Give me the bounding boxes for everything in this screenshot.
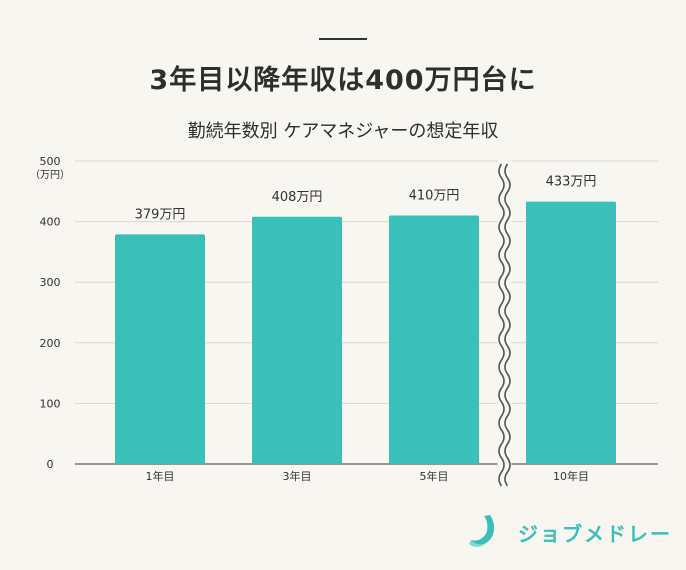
y-tick-label: 300 bbox=[40, 276, 61, 289]
y-tick-label: 100 bbox=[40, 397, 61, 410]
brand-logo: ジョブメドレー bbox=[466, 511, 672, 553]
bar bbox=[526, 201, 616, 465]
y-tick-label: 200 bbox=[40, 337, 61, 350]
x-category-label: 3年目 bbox=[283, 469, 312, 483]
title-rule bbox=[319, 38, 367, 40]
y-tick-label: 0 bbox=[47, 458, 54, 471]
bar-value-label: 408万円 bbox=[272, 190, 323, 205]
bar bbox=[115, 234, 205, 464]
bar-value-label: 433万円 bbox=[546, 175, 597, 190]
logo-text: ジョブメドレー bbox=[518, 521, 672, 546]
bar-value-label: 379万円 bbox=[135, 207, 186, 222]
x-category-label: 10年目 bbox=[553, 469, 589, 483]
bar-chart: 0 100 200 300 400 500（万円） 379万円 1年目 408万円 3年目 410万… bbox=[30, 155, 658, 488]
x-category-label: 5年目 bbox=[420, 469, 449, 483]
bar bbox=[252, 216, 342, 464]
axis-break-line bbox=[498, 163, 505, 487]
y-tick-label: 500 bbox=[40, 155, 61, 168]
bar bbox=[389, 215, 479, 464]
bar-value-label: 410万円 bbox=[409, 189, 460, 204]
jobmedley-logo-icon bbox=[469, 515, 495, 547]
y-unit-label: （万円） bbox=[30, 169, 70, 181]
chart-subtitle: 勤続年数別 ケアマネジャーの想定年収 bbox=[187, 121, 499, 142]
x-category-label: 1年目 bbox=[146, 469, 175, 483]
y-tick-label: 400 bbox=[40, 216, 61, 229]
axis-break-line bbox=[504, 163, 511, 487]
page-title: 3年目以降年収は400万円台に bbox=[149, 65, 537, 96]
